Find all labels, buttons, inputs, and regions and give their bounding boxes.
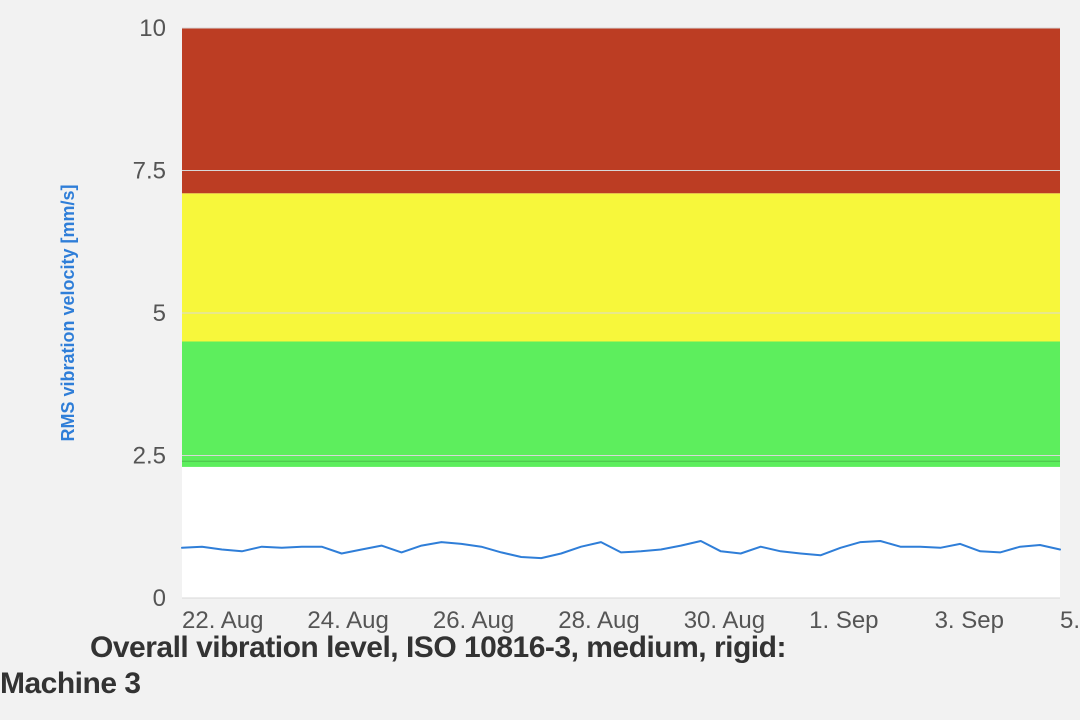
caption-line2: Machine 3: [0, 666, 1080, 702]
y-tick-label: 10: [139, 15, 166, 42]
caption-line1: Overall vibration level, ISO 10816-3, me…: [0, 630, 1080, 666]
y-tick-label: 0: [153, 585, 166, 612]
y-axis-title: RMS vibration velocity [mm/s]: [58, 184, 78, 441]
y-tick-label: 7.5: [133, 158, 166, 185]
chart-caption: Overall vibration level, ISO 10816-3, me…: [0, 630, 1080, 702]
vibration-chart: 02.557.510RMS vibration velocity [mm/s]2…: [0, 0, 1080, 720]
y-tick-label: 2.5: [133, 443, 166, 470]
chart-svg: 02.557.510RMS vibration velocity [mm/s]2…: [0, 0, 1080, 640]
y-tick-label: 5: [153, 300, 166, 327]
